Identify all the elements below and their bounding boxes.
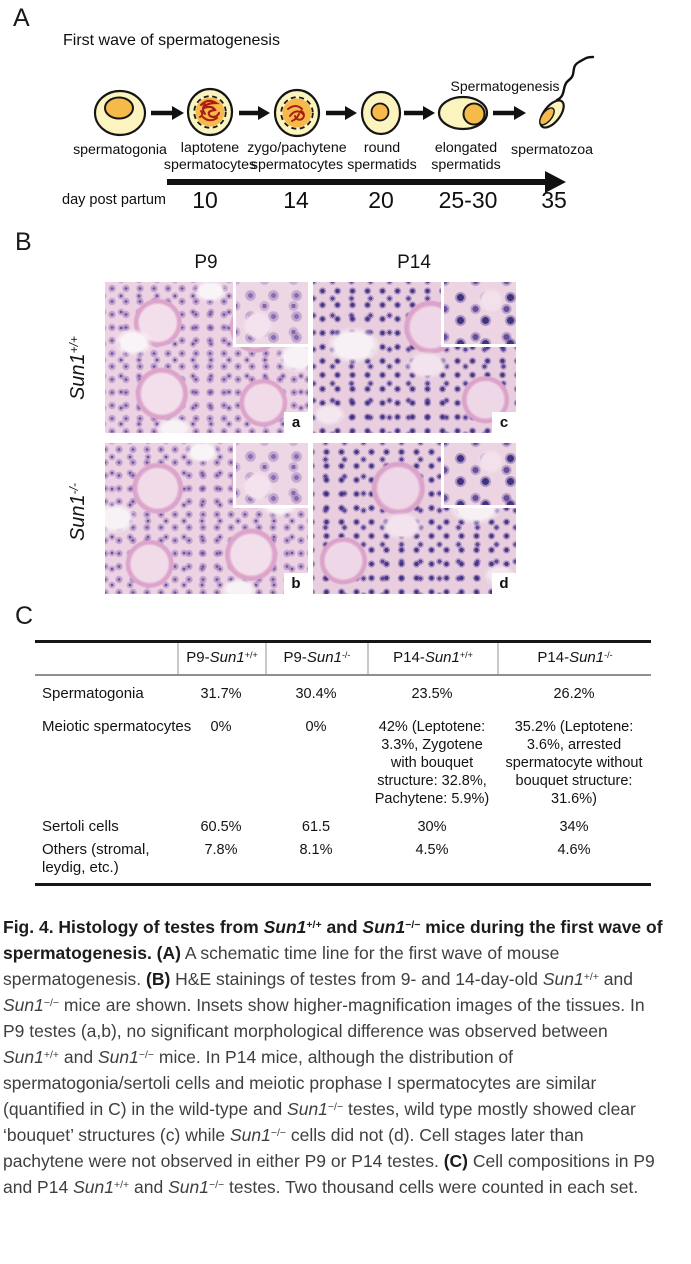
day-tick: 10: [192, 187, 218, 213]
stage-label: spermatids: [347, 157, 416, 173]
cell-value: 61.5: [301, 819, 331, 835]
stage-arrow: [239, 106, 270, 120]
day-axis-label: day post partum: [62, 192, 166, 208]
cell-value: 35.2% (Leptotene: 3.6%, arrested spermat…: [505, 719, 643, 807]
row-label: Meiotic spermatocytes: [42, 718, 192, 735]
image-letter: d: [492, 573, 516, 594]
inset-magnified-image: [441, 443, 516, 508]
table-row: Meiotic spermatocytes 0% 0% 42% (Leptote…: [35, 716, 651, 817]
column-header-p9: P9: [194, 252, 218, 273]
column-header: P9-Sun1-/-: [265, 643, 367, 674]
day-tick: 25-30: [439, 187, 498, 213]
genotype-label-knockout: Sun1-/-: [67, 482, 89, 542]
stage-arrow: [151, 106, 184, 120]
cell-value: 8.1%: [299, 842, 333, 858]
cell-value: 7.8%: [204, 842, 238, 858]
stage-arrow: [404, 106, 435, 120]
image-letter: a: [284, 412, 308, 433]
leptotene-spermatocyte-cell: [186, 87, 234, 137]
cell-value: 34%: [559, 819, 589, 835]
stage-label: spermatocytes: [251, 157, 343, 173]
cell-value: 60.5%: [200, 819, 242, 835]
round-spermatid-cell: [360, 90, 402, 136]
cell-value: 26.2%: [553, 686, 595, 702]
spermatogenesis-timeline-diagram: First wave of spermatogenesis: [62, 32, 595, 213]
inset-magnified-image: [233, 282, 308, 347]
cell-value: 42% (Leptotene: 3.3%, Zygotene with bouq…: [374, 719, 490, 807]
column-header: P9-Sun1+/+: [177, 643, 265, 674]
day-tick: 35: [541, 187, 567, 213]
day-tick: 20: [368, 187, 394, 213]
stage-label: spermatocytes: [164, 157, 256, 173]
panel-c-label: C: [15, 602, 34, 630]
table-row: Sertoli cells 60.5% 61.5 30% 34%: [35, 817, 651, 839]
histology-image-d: d: [313, 443, 516, 594]
inset-magnified-image: [233, 443, 308, 508]
stage-label: spermatozoa: [511, 142, 593, 158]
row-label: Others (stromal, leydig, etc.): [42, 841, 150, 876]
column-header: P14-Sun1+/+: [367, 643, 497, 674]
stage-label: elongated: [435, 140, 497, 156]
genotype-label-wildtype: Sun1+/+: [67, 335, 89, 401]
stage-arrow: [326, 106, 357, 120]
stage-arrow: [493, 106, 526, 120]
table-row: Spermatogonia 31.7% 30.4% 23.5% 26.2%: [35, 676, 651, 716]
image-letter: b: [284, 573, 308, 594]
histology-image-b: b: [105, 443, 308, 594]
cell-composition-table: P9-Sun1+/+ P9-Sun1-/- P14-Sun1+/+ P14-Su…: [35, 640, 651, 886]
table-corner-cell: [35, 643, 177, 674]
image-letter: c: [492, 412, 516, 433]
cell-value: 4.6%: [557, 842, 591, 858]
cell-value: 4.5%: [415, 842, 449, 858]
panel-b-label: B: [15, 228, 32, 256]
spermatozoon-cell: [539, 55, 595, 129]
stage-label: zygo/pachytene: [247, 140, 346, 156]
table-header-row: P9-Sun1+/+ P9-Sun1-/- P14-Sun1+/+ P14-Su…: [35, 643, 651, 676]
cell-value: 31.7%: [200, 686, 242, 702]
elongated-spermatid-cell: [437, 95, 489, 131]
spermatogenesis-annotation: Spermatogenesis: [451, 78, 560, 94]
cell-value: 0%: [210, 719, 232, 735]
stage-label: spermatogonia: [73, 142, 167, 158]
column-header-p14: P14: [397, 252, 431, 273]
column-header: P14-Sun1-/-: [497, 643, 651, 674]
timeline-arrow: [167, 171, 566, 193]
stage-label: round: [364, 140, 400, 156]
day-tick: 14: [283, 187, 309, 213]
inset-magnified-image: [441, 282, 516, 347]
stage-label: spermatids: [431, 157, 500, 173]
zygo-pachytene-spermatocyte-cell: [273, 88, 321, 138]
figure-caption: Fig. 4. Histology of testes from Sun1+/+…: [3, 917, 663, 1197]
panel-a-title: First wave of spermatogenesis: [63, 32, 280, 49]
panel-a-label: A: [13, 4, 30, 32]
cell-value: 30%: [417, 819, 447, 835]
cell-value: 30.4%: [295, 686, 337, 702]
cell-value: 0%: [305, 719, 327, 735]
cell-value: 23.5%: [411, 686, 453, 702]
histology-image-c: c: [313, 282, 516, 433]
row-label: Sertoli cells: [42, 818, 119, 835]
row-label: Spermatogonia: [42, 685, 144, 702]
table-row: Others (stromal, leydig, etc.) 7.8% 8.1%…: [35, 839, 651, 883]
spermatogonia-cell: [93, 89, 147, 137]
histology-image-a: a: [105, 282, 308, 433]
stage-label: laptotene: [181, 140, 239, 156]
